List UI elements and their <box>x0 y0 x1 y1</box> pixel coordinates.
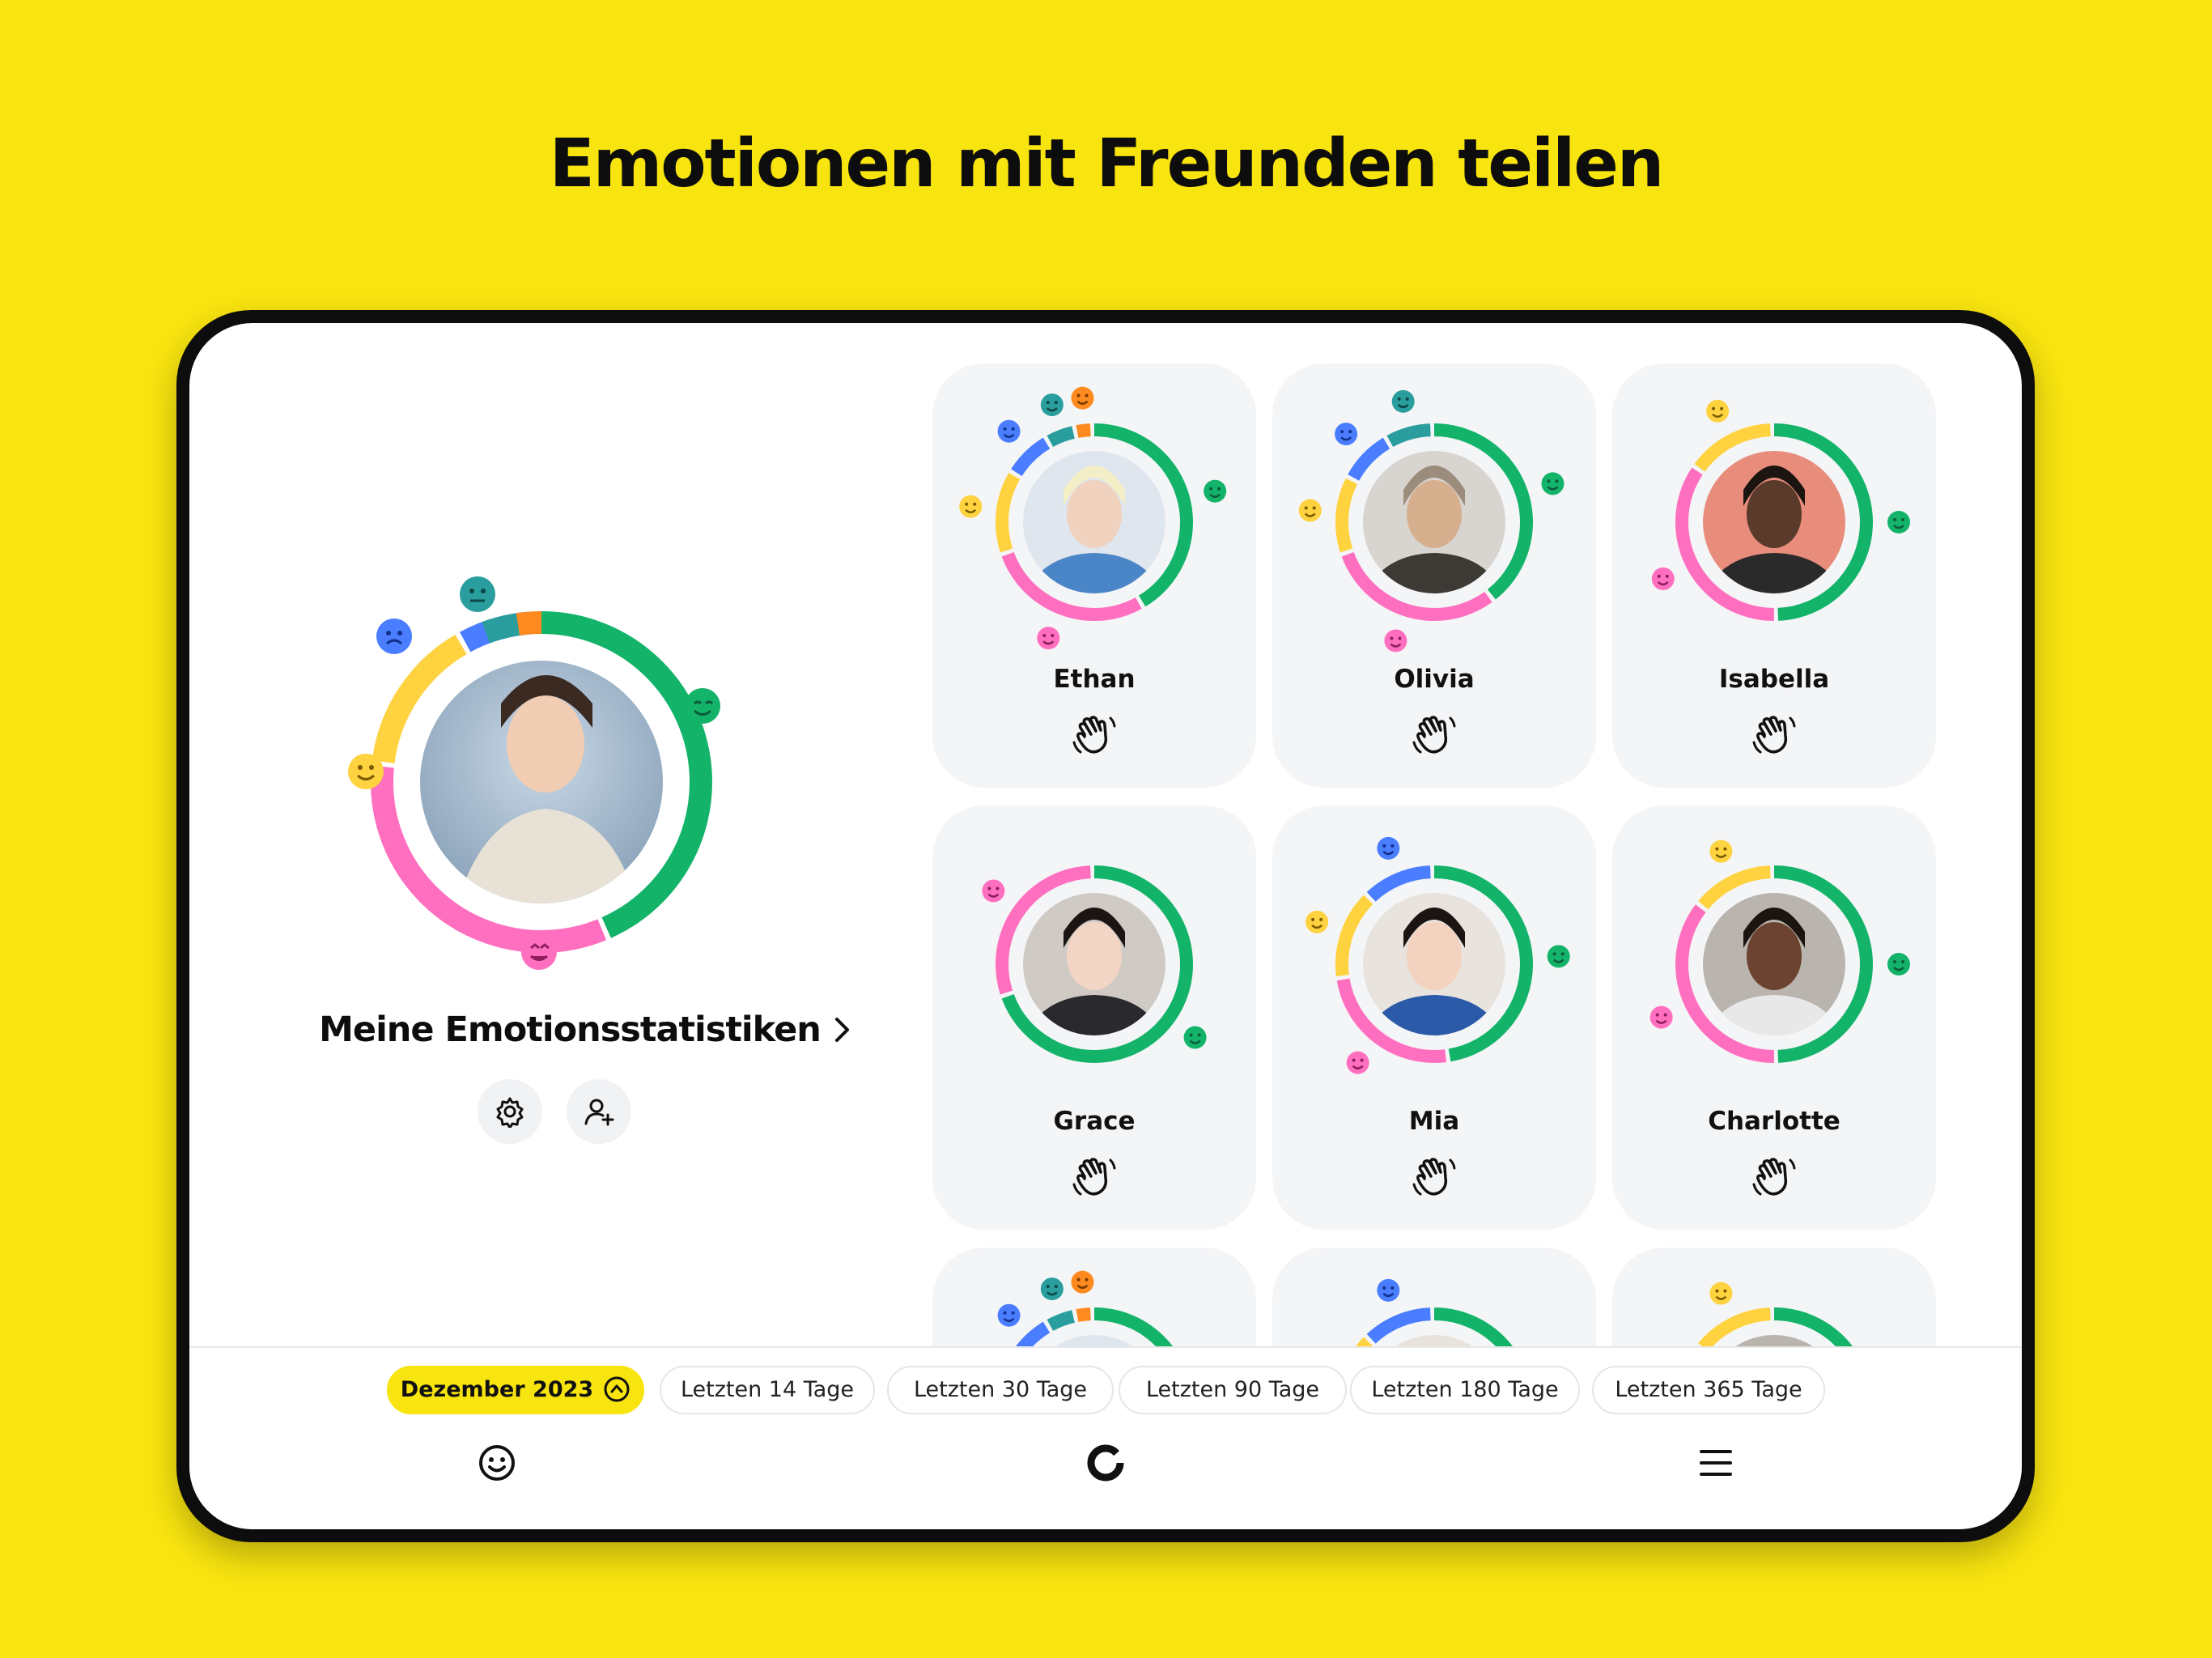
friend-name: Grace <box>1053 1107 1136 1136</box>
emotion-emoji-icon <box>997 1303 1021 1327</box>
emotion-emoji-icon <box>997 419 1021 443</box>
emotion-emoji-icon <box>1071 386 1094 410</box>
friend-card[interactable]: Olivia <box>1272 363 1596 788</box>
period-label: Letzten 180 Tage <box>1371 1377 1559 1402</box>
emotion-emoji-icon <box>1377 836 1400 860</box>
emoji-smile-icon <box>348 754 384 789</box>
gear-icon <box>496 1097 524 1128</box>
friend-card[interactable]: Mia <box>1272 806 1596 1230</box>
emotion-emoji-icon <box>1384 629 1407 653</box>
friend-card[interactable]: Ethan <box>932 363 1256 788</box>
emoji-sad-icon <box>376 619 412 654</box>
emotion-emoji-icon <box>1547 945 1570 968</box>
period-label: Letzten 14 Tage <box>680 1377 855 1402</box>
period-pill[interactable]: Letzten 365 Tage <box>1592 1366 1825 1414</box>
emotion-emoji-icon <box>959 495 983 518</box>
emotion-emoji-icon <box>1306 910 1329 933</box>
settings-button[interactable] <box>478 1079 542 1144</box>
wave-hand-icon[interactable] <box>1070 710 1119 759</box>
period-pill[interactable]: Letzten 90 Tage <box>1119 1366 1347 1414</box>
wave-hand-icon[interactable] <box>1070 1152 1119 1201</box>
emotion-emoji-icon <box>1183 1026 1207 1049</box>
wave-hand-icon[interactable] <box>1750 710 1798 759</box>
emotion-emoji-icon <box>1335 423 1358 446</box>
friend-name: Isabella <box>1718 665 1830 694</box>
emotion-emoji-icon <box>1706 399 1730 423</box>
emotion-emoji-icon <box>1709 840 1733 863</box>
period-pill[interactable]: Letzten 30 Tage <box>887 1366 1114 1414</box>
friend-card[interactable]: Charlotte <box>1612 806 1936 1230</box>
tablet-frame: Meine Emotionsstatistiken Ethan Olivia Isa… <box>176 310 2035 1542</box>
add-friend-button[interactable] <box>567 1079 631 1144</box>
emoji-worried-icon <box>460 576 495 612</box>
smiley-icon[interactable] <box>473 1439 521 1487</box>
emotion-emoji-icon <box>1377 1278 1400 1302</box>
emotion-emoji-icon <box>1649 1005 1673 1029</box>
add-user-icon <box>584 1099 614 1126</box>
friend-name: Olivia <box>1394 665 1475 694</box>
emotion-emoji-icon <box>1709 1282 1733 1305</box>
my-emotion-ring[interactable] <box>189 323 918 1052</box>
my-stats-link[interactable]: Meine Emotionsstatistiken <box>311 1010 861 1052</box>
emotion-emoji-icon <box>1391 389 1415 413</box>
period-pill[interactable]: Letzten 14 Tage <box>660 1366 875 1414</box>
wave-hand-icon[interactable] <box>1410 710 1458 759</box>
friend-emotion-ring <box>982 865 1207 1063</box>
friend-emotion-ring <box>959 386 1227 650</box>
menu-icon[interactable] <box>1692 1439 1740 1487</box>
wave-hand-icon[interactable] <box>1410 1152 1458 1201</box>
emotion-emoji-icon <box>1037 627 1060 650</box>
friend-emotion-ring <box>1649 840 1910 1063</box>
period-label: Dezember 2023 <box>400 1377 594 1402</box>
friend-emotion-ring <box>1306 836 1570 1074</box>
emotion-emoji-icon <box>1887 511 1910 534</box>
period-label: Letzten 90 Tage <box>1145 1377 1320 1402</box>
period-pill[interactable]: Letzten 180 Tage <box>1350 1366 1580 1414</box>
emotion-emoji-icon <box>1071 1270 1094 1294</box>
bottom-bar: Dezember 2023 Letzten 14 Tage Letzten 30 T… <box>189 1346 2022 1529</box>
ring-logo-icon[interactable] <box>1081 1439 1130 1487</box>
emoji-happy-icon <box>685 688 720 724</box>
emoji-love-icon <box>521 934 557 970</box>
period-pill-active[interactable]: Dezember 2023 <box>387 1366 644 1414</box>
emotion-emoji-icon <box>1298 499 1322 522</box>
wave-hand-icon[interactable] <box>1750 1152 1798 1201</box>
friend-name: Mia <box>1408 1107 1460 1136</box>
friend-emotion-ring <box>1651 399 1910 621</box>
emotion-emoji-icon <box>1040 1278 1064 1301</box>
emotion-emoji-icon <box>1040 393 1064 417</box>
emotion-emoji-icon <box>1346 1051 1369 1074</box>
friend-card[interactable]: Grace <box>932 806 1256 1230</box>
emotion-emoji-icon <box>1204 479 1227 503</box>
emotion-emoji-icon <box>1651 567 1675 590</box>
app-screen: Meine Emotionsstatistiken Ethan Olivia Isa… <box>189 323 2022 1529</box>
period-label: Letzten 365 Tage <box>1615 1377 1802 1402</box>
headline: Emotionen mit Freunden teilen <box>549 125 1664 202</box>
period-label: Letzten 30 Tage <box>913 1377 1088 1402</box>
my-stats-title: Meine Emotionsstatistiken <box>319 1010 822 1050</box>
emotion-emoji-icon <box>982 879 1005 903</box>
emotion-emoji-icon <box>1887 953 1910 976</box>
friend-card[interactable]: Isabella <box>1612 363 1936 788</box>
friend-name: Ethan <box>1053 665 1136 694</box>
friend-emotion-ring <box>1298 389 1565 653</box>
friend-name: Charlotte <box>1708 1107 1841 1136</box>
emotion-emoji-icon <box>1541 472 1565 495</box>
chevron-right-icon <box>832 1012 853 1052</box>
chevron-up-circle-icon <box>604 1376 630 1401</box>
